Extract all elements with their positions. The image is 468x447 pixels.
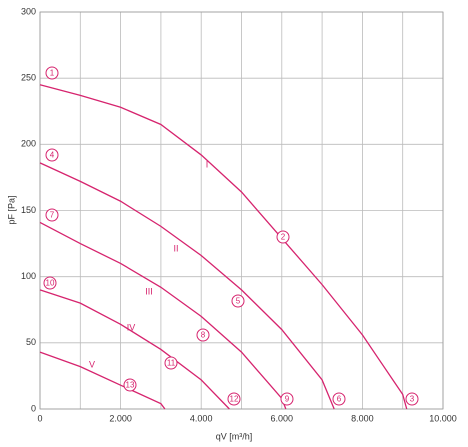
x-tick-label: 2.000	[109, 413, 132, 423]
curve-label: II	[173, 243, 178, 253]
x-axis-label: qV [m³/h]	[216, 431, 253, 441]
x-tick-label: 6.000	[271, 413, 294, 423]
point-label: 3	[410, 395, 415, 404]
curve-label: III	[145, 286, 153, 296]
point-label: 8	[201, 331, 206, 340]
point-marker	[43, 276, 57, 290]
point-marker	[280, 392, 294, 406]
point-label: 12	[230, 395, 239, 404]
point-marker	[227, 392, 241, 406]
curve-label: IV	[127, 322, 136, 332]
curve-label: I	[206, 159, 209, 169]
y-tick-label: 0	[31, 403, 36, 413]
point-marker	[45, 208, 59, 222]
y-tick-label: 300	[21, 6, 36, 16]
curve	[39, 84, 408, 410]
point-label: 5	[236, 297, 241, 306]
point-marker	[45, 148, 59, 162]
point-marker	[196, 328, 210, 342]
y-tick-label: 50	[26, 337, 36, 347]
curve	[39, 162, 335, 410]
point-marker	[123, 378, 137, 392]
point-marker	[276, 230, 290, 244]
y-tick-label: 150	[21, 205, 36, 215]
y-tick-label: 250	[21, 73, 36, 83]
curve-label: V	[89, 359, 95, 369]
x-tick-label: 0	[37, 413, 42, 423]
y-tick-label: 200	[21, 139, 36, 149]
x-tick-label: 10.000	[429, 413, 457, 423]
point-marker	[405, 392, 419, 406]
point-label: 4	[50, 151, 55, 160]
point-label: 7	[50, 211, 55, 220]
point-label: 6	[337, 395, 342, 404]
point-label: 9	[285, 395, 290, 404]
y-tick-label: 100	[21, 271, 36, 281]
point-label: 2	[281, 233, 286, 242]
point-marker	[231, 294, 245, 308]
point-label: 10	[46, 279, 55, 288]
point-marker	[332, 392, 346, 406]
point-marker	[45, 66, 59, 80]
curve	[39, 289, 230, 410]
point-label: 1	[50, 69, 55, 78]
curve	[39, 351, 166, 410]
point-label: 13	[126, 381, 135, 390]
point-label: 11	[167, 359, 176, 368]
x-tick-label: 4.000	[190, 413, 213, 423]
y-axis-label: pF [Pa]	[6, 195, 16, 224]
x-tick-label: 8.000	[351, 413, 374, 423]
plot-frame	[39, 11, 444, 410]
point-marker	[164, 356, 178, 370]
curve	[39, 221, 287, 410]
